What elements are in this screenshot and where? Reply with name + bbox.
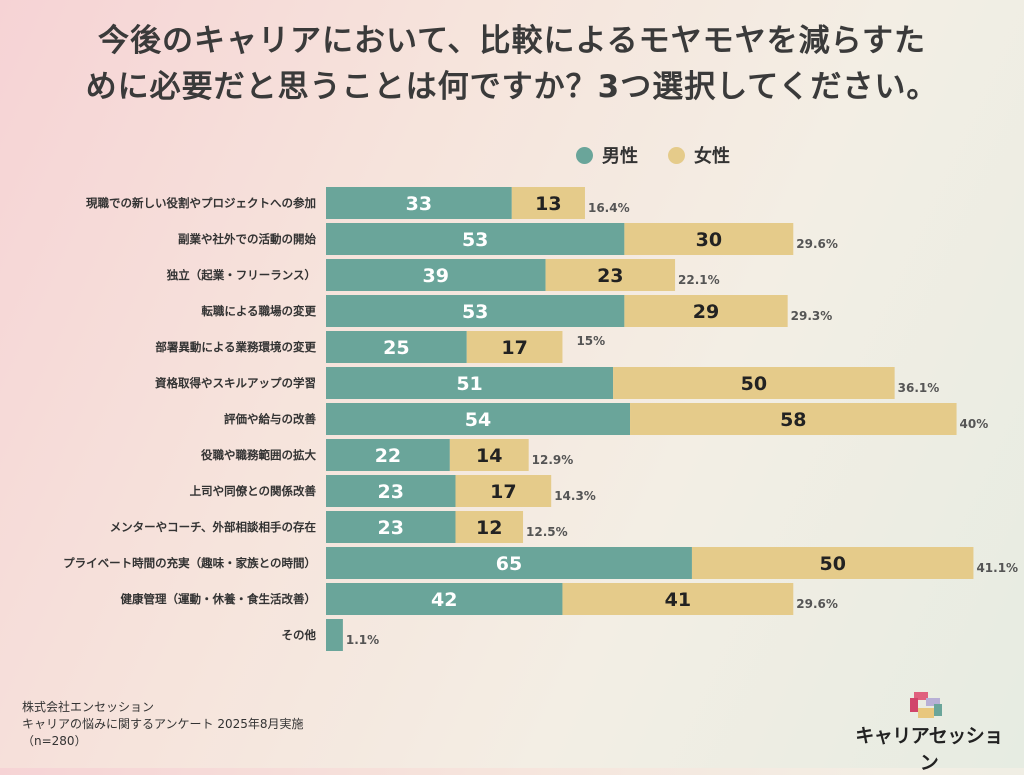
- legend-female: 女性: [668, 142, 730, 168]
- value-label-male: 25: [383, 337, 409, 359]
- bar-male: [326, 583, 563, 615]
- category-label: その他: [282, 628, 317, 642]
- bar-male: [326, 367, 614, 399]
- category-label: 資格取得やスキルアップの学習: [155, 376, 316, 390]
- chart-title: 今後のキャリアにおいて、比較によるモヤモヤを減らすた めに必要だと思うことは何で…: [40, 18, 984, 110]
- bar-female: [545, 259, 676, 291]
- category-label: 部署異動による業務環境の変更: [155, 340, 316, 354]
- value-label-male: 53: [462, 301, 488, 323]
- legend: 男性 女性: [576, 142, 730, 168]
- percent-label: 29.3%: [791, 309, 833, 323]
- bar-male: [326, 511, 456, 543]
- logo-mark-icon: [910, 692, 942, 718]
- value-label-male: 54: [465, 409, 491, 431]
- value-label-female: 23: [597, 265, 623, 287]
- value-label-female: 12: [476, 517, 502, 539]
- value-label-male: 23: [378, 481, 404, 503]
- value-label-female: 29: [693, 301, 719, 323]
- bar-male: [326, 223, 625, 255]
- bar-male: [326, 331, 467, 363]
- footer-survey: キャリアの悩みに関するアンケート 2025年8月実施: [22, 717, 304, 731]
- category-label: 現職での新しい役割やプロジェクトへの参加: [86, 196, 316, 210]
- percent-label: 1.1%: [346, 633, 379, 647]
- bar-female: [624, 223, 794, 255]
- value-label-male: 23: [378, 517, 404, 539]
- value-label-male: 53: [462, 229, 488, 251]
- footer-sample-size: （n=280）: [22, 734, 87, 748]
- percent-label: 16.4%: [588, 201, 630, 215]
- percent-label: 22.1%: [678, 273, 720, 287]
- legend-male-label: 男性: [602, 146, 638, 167]
- value-label-female: 14: [476, 445, 502, 467]
- category-label: メンターやコーチ、外部相談相手の存在: [110, 520, 317, 534]
- bar-female: [455, 475, 552, 507]
- value-label-male: 51: [456, 373, 482, 395]
- legend-male-swatch: [576, 146, 593, 164]
- brand-logo: キャリアセッション: [854, 690, 1004, 774]
- bar-male: [326, 547, 692, 579]
- category-label: 副業や社外での活動の開始: [178, 232, 316, 246]
- title-line-1: 今後のキャリアにおいて、比較によるモヤモヤを減らすた: [98, 23, 926, 59]
- percent-label: 14.3%: [554, 489, 596, 503]
- value-label-male: 22: [375, 445, 401, 467]
- percent-label: 41.1%: [976, 561, 1018, 575]
- category-label: 健康管理（運動・休養・食生活改善）: [121, 592, 317, 606]
- bar-female: [511, 187, 585, 219]
- bar-female: [630, 403, 957, 435]
- bar-male: [326, 475, 456, 507]
- value-label-female: 13: [535, 193, 561, 215]
- category-label: 役職や職務範囲の拡大: [201, 448, 316, 462]
- percent-label: 12.5%: [526, 525, 568, 539]
- value-label-female: 58: [780, 409, 806, 431]
- percent-label: 29.6%: [796, 237, 838, 251]
- bar-male: [326, 295, 625, 327]
- bar-female: [691, 547, 974, 579]
- legend-female-swatch: [668, 146, 685, 164]
- value-label-male: 33: [406, 193, 432, 215]
- bar-male: [326, 187, 512, 219]
- percent-label: 15%: [576, 334, 605, 348]
- value-label-male: 65: [496, 553, 522, 575]
- value-label-male: 39: [423, 265, 449, 287]
- value-label-female: 17: [501, 337, 527, 359]
- value-label-female: 50: [819, 553, 845, 575]
- category-label: 評価や給与の改善: [224, 412, 316, 426]
- value-label-female: 30: [696, 229, 722, 251]
- value-label-female: 41: [665, 589, 691, 611]
- footer: 株式会社エンセッション キャリアの悩みに関するアンケート 2025年8月実施 （…: [22, 699, 304, 750]
- bar-female: [624, 295, 788, 327]
- category-label: 上司や同僚との関係改善: [190, 484, 317, 498]
- value-label-male: 42: [431, 589, 457, 611]
- category-label: 独立（起業・フリーランス）: [167, 268, 316, 282]
- bar-female: [613, 367, 895, 399]
- percent-label: 12.9%: [532, 453, 574, 467]
- legend-female-label: 女性: [694, 146, 730, 167]
- percent-label: 36.1%: [898, 381, 940, 395]
- category-label: プライベート時間の充実（趣味・家族との時間）: [63, 556, 316, 570]
- value-label-female: 50: [741, 373, 767, 395]
- bar-chart: 現職での新しい役割やプロジェクトへの参加 33 13 16.4% 副業や社外での活動の開…: [63, 187, 1018, 651]
- legend-male: 男性: [576, 142, 638, 168]
- bar-male: [326, 619, 343, 651]
- footer-company: 株式会社エンセッション: [22, 700, 155, 714]
- logo-text: キャリアセッション: [855, 725, 1003, 774]
- bar-male: [326, 439, 450, 471]
- title-line-2: めに必要だと思うことは何ですか？3つ選択してください。: [85, 69, 939, 105]
- category-label: 転職による職場の変更: [201, 304, 316, 318]
- bar-female: [455, 511, 524, 543]
- bar-female: [466, 331, 563, 363]
- percent-label: 40%: [960, 417, 989, 431]
- bar-male: [326, 259, 546, 291]
- value-label-female: 17: [490, 481, 516, 503]
- bar-male: [326, 403, 631, 435]
- percent-label: 29.6%: [796, 597, 838, 611]
- bar-female: [562, 583, 794, 615]
- bar-female: [449, 439, 529, 471]
